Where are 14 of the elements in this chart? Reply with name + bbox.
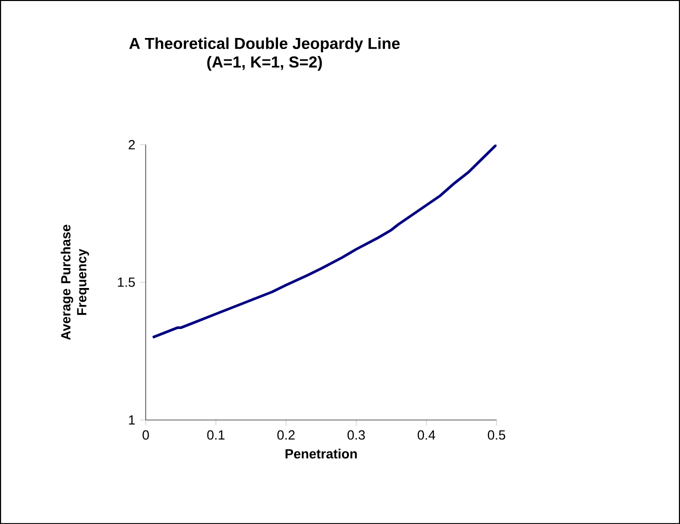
chart-title: A Theoretical Double Jeopardy Line: [129, 37, 400, 52]
x-axis-title: Penetration: [286, 448, 357, 458]
x-tick-label: 0.4: [418, 430, 436, 440]
x-tick-label: 0.5: [488, 430, 506, 440]
x-tick-label: 0: [142, 430, 149, 440]
x-tick-label: 0.1: [207, 430, 224, 440]
line-series: [151, 144, 497, 339]
chart-subtitle: (A=1, K=1, S=2): [207, 56, 322, 71]
y-tick-label: 1.5: [118, 278, 135, 287]
y-tick-label: 1: [129, 415, 135, 424]
x-tick-label: 0.3: [348, 430, 365, 440]
y-tick-label: 2: [128, 140, 135, 150]
y-axis-title: Average Purchase Frequency: [60, 224, 90, 340]
x-tick-label: 0.2: [277, 430, 295, 440]
